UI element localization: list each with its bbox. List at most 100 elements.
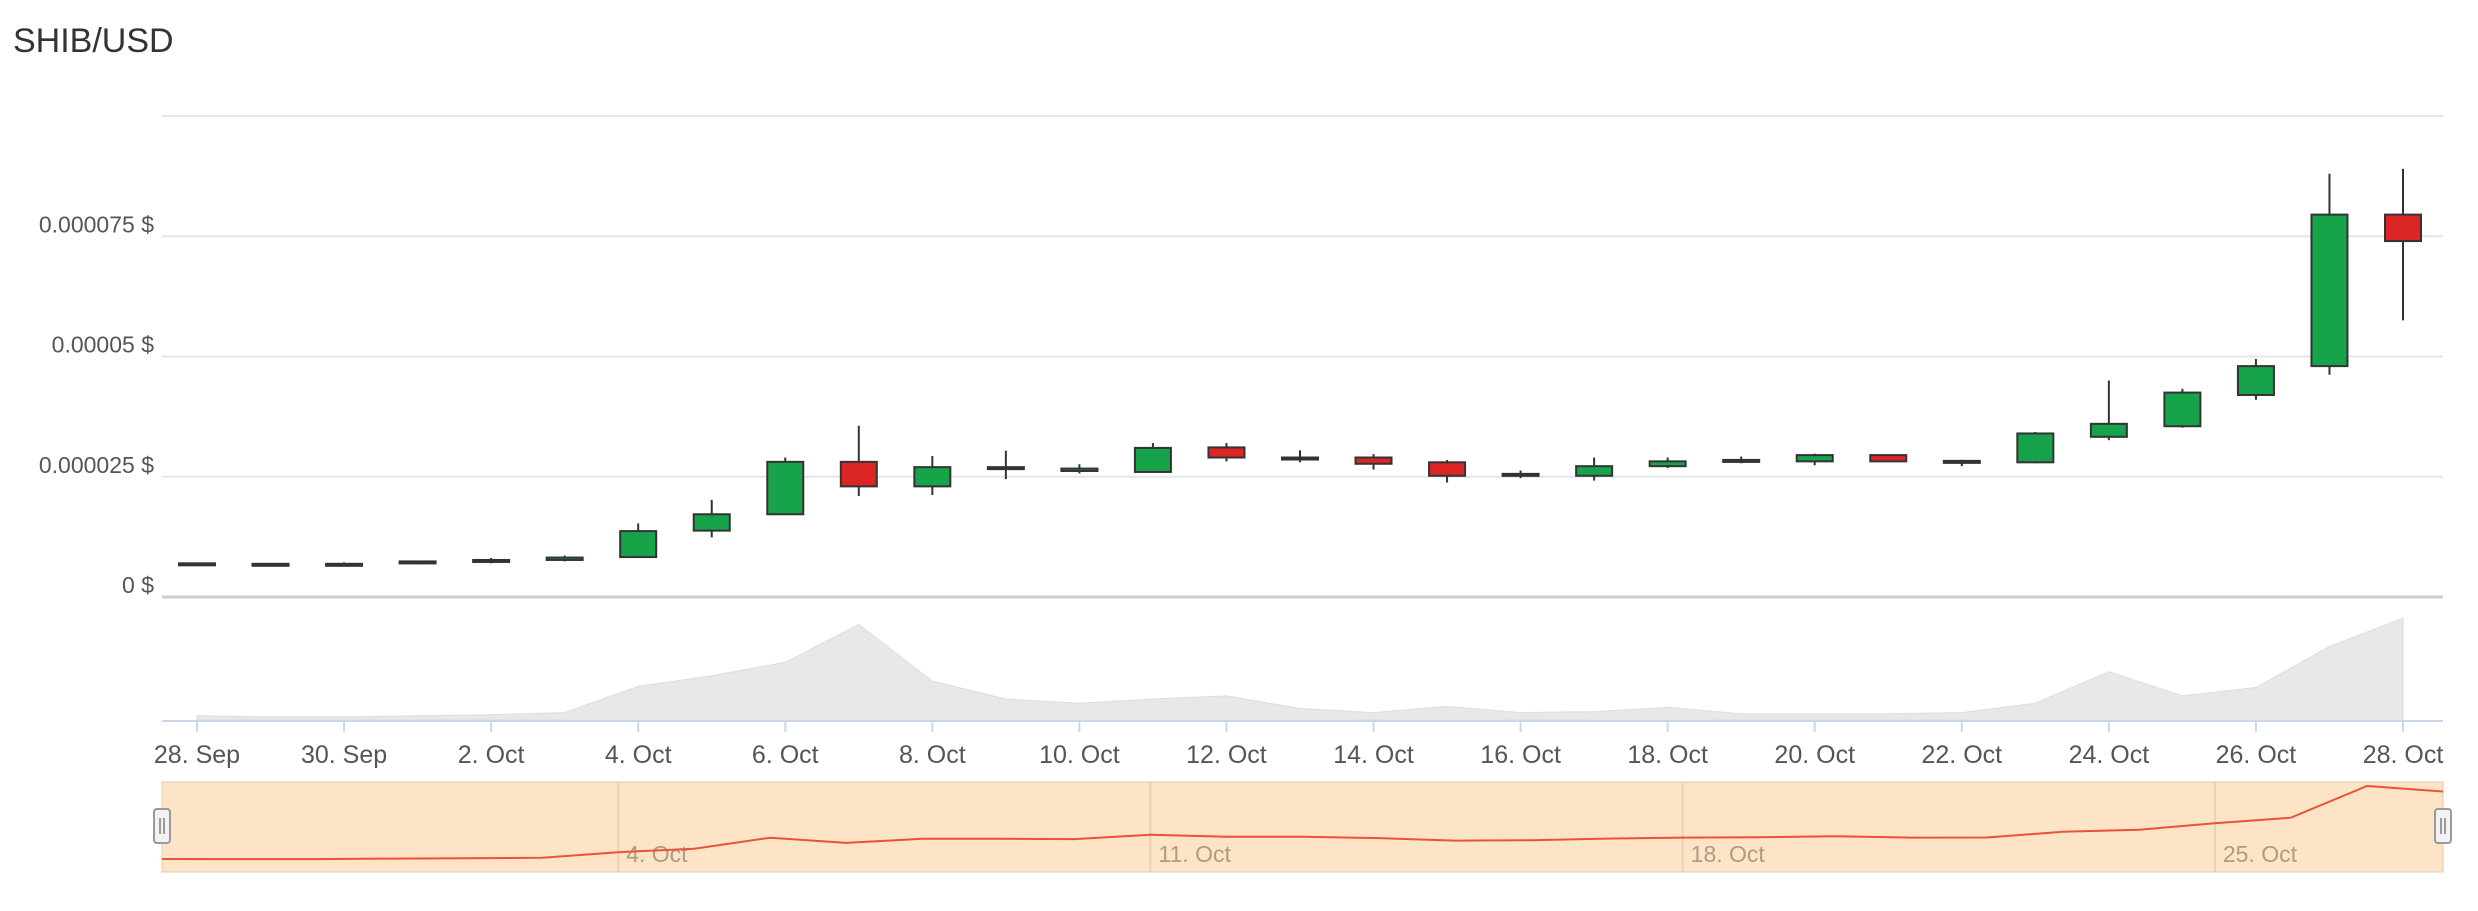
y-tick-label: 0 $ — [122, 572, 154, 598]
candle-body-down[interactable] — [1354, 456, 1393, 465]
candle-body-up[interactable] — [545, 556, 584, 561]
candle-body-up[interactable] — [2016, 432, 2055, 464]
candle — [1575, 457, 1614, 481]
candle-body-up[interactable] — [913, 466, 952, 488]
candle — [1648, 457, 1687, 469]
candle-body-down[interactable] — [1207, 446, 1246, 459]
volume-area-path — [196, 617, 2404, 721]
candle — [1133, 443, 1172, 473]
candle-body-up[interactable] — [692, 513, 731, 532]
candle — [2016, 432, 2055, 464]
x-tick-label: 12. Oct — [1186, 741, 1267, 769]
candle — [692, 499, 731, 538]
candle — [1060, 464, 1099, 474]
candle — [2089, 380, 2128, 441]
candle-body-down[interactable] — [1869, 454, 1908, 463]
x-tick-label: 30. Sep — [301, 741, 387, 769]
y-tick-label: 0.000075 $ — [39, 211, 154, 237]
candle-body-up[interactable] — [1501, 472, 1540, 477]
candle — [325, 562, 364, 567]
grid-lines — [162, 115, 2443, 599]
candle — [1942, 459, 1981, 467]
candle-body-up[interactable] — [325, 562, 364, 567]
candle-body-up[interactable] — [1281, 456, 1319, 461]
candle — [398, 560, 437, 565]
candle — [1281, 450, 1319, 463]
x-tick-label: 8. Oct — [899, 741, 966, 769]
navigator-series-line — [161, 784, 2444, 861]
navigator-tick-label: 25. Oct — [2223, 841, 2298, 867]
candle-body-up[interactable] — [1722, 458, 1761, 463]
candle-body-up[interactable] — [1795, 454, 1834, 463]
handle-grip[interactable] — [153, 808, 171, 844]
x-tick-label: 28. Sep — [154, 741, 240, 769]
x-tick-label: 22. Oct — [1922, 741, 2003, 769]
x-tick-label: 24. Oct — [2069, 741, 2150, 769]
handle-grip[interactable] — [2434, 808, 2452, 844]
candle-body-down[interactable] — [1428, 461, 1467, 477]
candle — [251, 562, 290, 567]
navigator-left-handle[interactable] — [153, 808, 171, 844]
navigator[interactable]: 4. Oct 11. Oct 18. Oct 25. Oct — [153, 781, 2452, 873]
x-tick-label: 16. Oct — [1480, 741, 1561, 769]
candle — [986, 450, 1025, 480]
candle — [913, 456, 952, 496]
x-tick-label: 10. Oct — [1039, 741, 1120, 769]
x-tick-label: 20. Oct — [1774, 741, 1855, 769]
candle — [1722, 456, 1761, 464]
x-tick-label: 14. Oct — [1333, 741, 1414, 769]
candle — [472, 558, 511, 564]
candle — [1501, 470, 1540, 479]
candle — [2310, 173, 2349, 375]
candle-body-up[interactable] — [1648, 460, 1687, 468]
navigator-tick-label: 4. Oct — [626, 841, 688, 867]
candle-body-up[interactable] — [2310, 213, 2349, 368]
y-axis-labels: 0 $ 0.000025 $ 0.00005 $ 0.000075 $ — [39, 211, 154, 598]
volume-area — [162, 617, 2443, 722]
candle-body-down[interactable] — [839, 460, 878, 488]
candle — [1207, 443, 1246, 462]
x-tick-label: 26. Oct — [2216, 741, 2297, 769]
candle — [619, 523, 658, 559]
candle — [1428, 459, 1467, 483]
y-tick-label: 0.000025 $ — [39, 452, 154, 478]
candle-body-up[interactable] — [1060, 467, 1099, 472]
navigator-right-handle[interactable] — [2434, 808, 2452, 844]
x-tick-label: 28. Oct — [2363, 741, 2444, 769]
candle — [1869, 454, 1908, 463]
candle-body-up[interactable] — [619, 530, 658, 559]
candle — [545, 555, 584, 562]
navigator-tick-label: 18. Oct — [1691, 841, 1766, 867]
candle-body-up[interactable] — [1942, 459, 1981, 464]
candle-body-up[interactable] — [2089, 422, 2128, 438]
candle-body-up[interactable] — [986, 466, 1025, 471]
x-tick-label: 2. Oct — [458, 741, 525, 769]
candle — [839, 425, 878, 496]
candles — [178, 168, 2422, 567]
x-tick-label: 18. Oct — [1627, 741, 1708, 769]
chart-title: SHIB/USD — [13, 22, 174, 60]
candle-body-up[interactable] — [2163, 391, 2202, 428]
candle-body-up[interactable] — [766, 460, 805, 516]
x-axis: 28. Sep 30. Sep 2. Oct 4. Oct 6. Oct 8. Oct 10… — [154, 721, 2443, 769]
candle — [178, 562, 216, 567]
candle-body-up[interactable] — [472, 558, 511, 563]
candle — [766, 457, 805, 516]
candle — [2384, 168, 2422, 321]
candle — [2163, 388, 2202, 428]
candle-body-up[interactable] — [251, 562, 290, 567]
candle-body-up[interactable] — [2236, 365, 2275, 396]
candle — [2236, 358, 2275, 400]
candle-body-down[interactable] — [2384, 213, 2422, 243]
candle — [1354, 454, 1393, 470]
candle-body-up[interactable] — [1575, 465, 1614, 477]
navigator-tick-label: 11. Oct — [1158, 841, 1231, 867]
candle-body-up[interactable] — [398, 560, 437, 565]
candle-body-up[interactable] — [1133, 446, 1172, 473]
x-tick-label: 4. Oct — [605, 741, 672, 769]
x-tick-label: 6. Oct — [752, 741, 819, 769]
candle-body-up[interactable] — [178, 562, 216, 567]
candle — [1795, 453, 1834, 466]
